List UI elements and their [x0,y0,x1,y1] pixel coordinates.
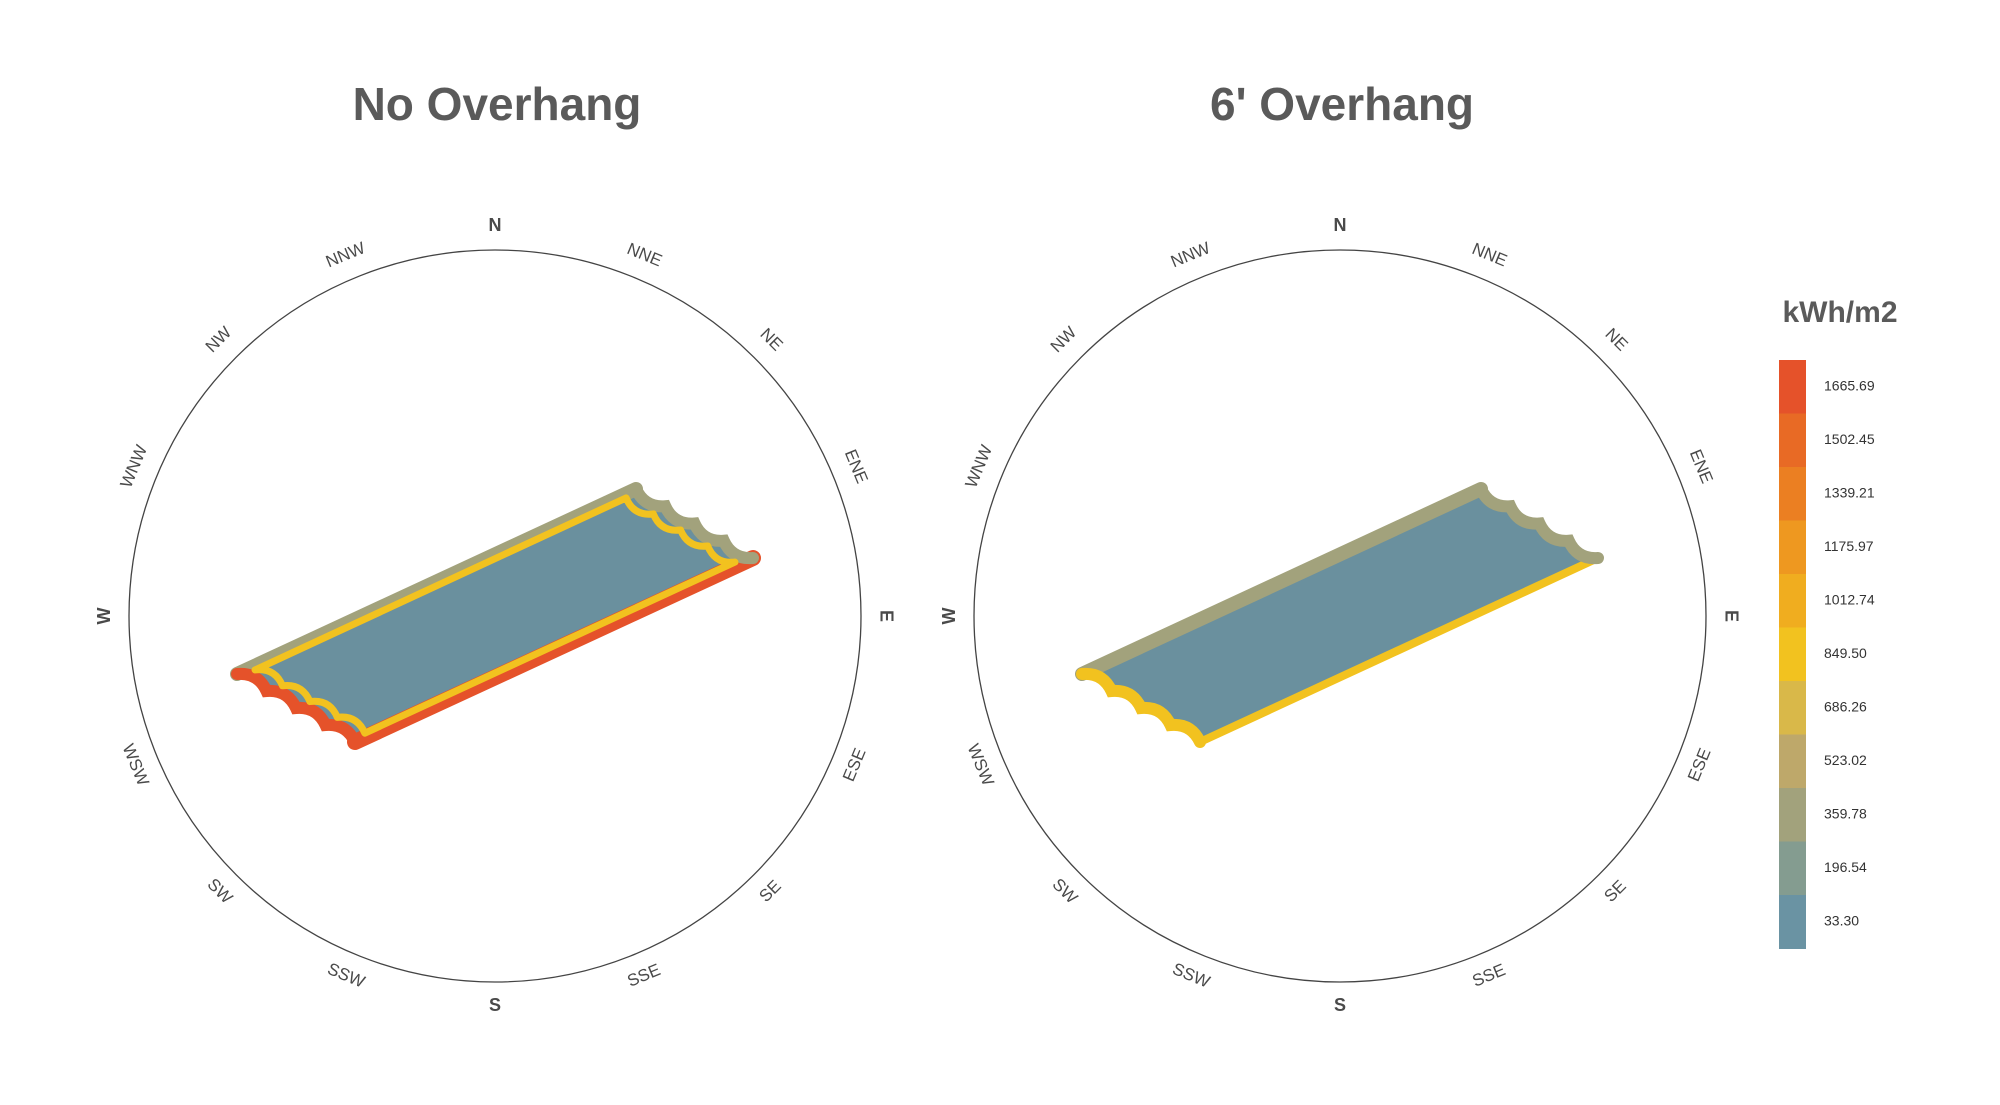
compass-label: S [1334,995,1346,1015]
south-facade [1196,554,1602,746]
west-facade [1076,667,1206,748]
compass-label: WNW [116,442,151,490]
south-facade [347,550,761,750]
legend-swatch [1779,574,1806,628]
panel-title: 6' Overhang [1210,78,1474,130]
compass-label: NNW [1168,238,1213,271]
legend-swatch [1779,681,1806,735]
compass-label: SSE [624,960,663,991]
legend-swatch [1779,627,1806,682]
legend-label: 196.54 [1824,859,1867,875]
compass-label: NE [756,324,786,354]
legend-swatch [1779,841,1806,896]
compass-label: W [939,608,959,625]
legend-swatch [1779,734,1806,789]
legend-swatch [1779,895,1806,949]
north-facade [1075,482,1488,681]
compass-label: SE [1600,876,1629,905]
legend-label: 686.26 [1824,698,1867,714]
compass-label: NW [202,323,235,356]
compass-label: NNE [1469,239,1509,270]
east-facade [1475,483,1604,565]
legend-swatch [1779,360,1806,414]
legend-label: 523.02 [1824,752,1867,768]
compass-label: SSW [325,959,368,991]
inner-band [251,494,739,737]
building-footprint [1082,489,1598,742]
building-footprint [237,489,753,742]
legend-label: 1665.69 [1824,377,1875,393]
compass-label: E [1721,610,1741,622]
compass-label: ESE [839,745,870,784]
compass-label: NNW [323,238,368,271]
panel-title: No Overhang [353,78,642,130]
legend-label: 1339.21 [1824,484,1875,500]
north-facade [230,482,643,681]
legend-swatch [1779,520,1806,575]
compass-label: NNE [624,239,664,270]
compass-label: WNW [961,442,996,490]
legend-label: 1012.74 [1824,591,1875,607]
east-facade [630,483,759,565]
compass-label: N [489,215,502,235]
legend-label: 849.50 [1824,645,1867,661]
compass-label: NW [1047,323,1080,356]
compass-label: WSW [119,741,153,788]
compass-label: SE [755,876,784,905]
compass-label: W [94,608,114,625]
legend-label: 33.30 [1824,912,1859,928]
west-facade [231,667,361,748]
legend-swatch [1779,788,1806,842]
compass-label: E [876,610,896,622]
compass-panel: N NNE NE ENE E ESE SE SSE S SSW SW WSW W WNW NW NNW [94,215,897,1015]
compass-label: ESE [1684,745,1715,784]
compass-label: NE [1601,324,1631,354]
compass-label: SW [1049,875,1082,908]
compass-label: SSW [1170,959,1213,991]
compass-circle [973,249,1707,983]
compass-label: ENE [1686,447,1717,487]
compass-label: SW [204,875,237,908]
compass-label: N [1334,215,1347,235]
compass-circle [128,249,862,983]
compass-panel: N NNE NE ENE E ESE SE SSE S SSW SW WSW W WNW NW NNW [939,215,1742,1015]
legend-label: 359.78 [1824,805,1867,821]
legend-title: kWh/m2 [1782,296,1897,329]
legend-label: 1175.97 [1824,538,1874,554]
legend-label: 1502.45 [1824,431,1875,447]
compass-label: WSW [964,741,998,788]
legend-swatch [1779,413,1806,468]
compass-label: S [489,995,501,1015]
compass-label: ENE [841,447,872,487]
compass-label: SSE [1469,960,1508,991]
legend-swatch [1779,467,1806,521]
